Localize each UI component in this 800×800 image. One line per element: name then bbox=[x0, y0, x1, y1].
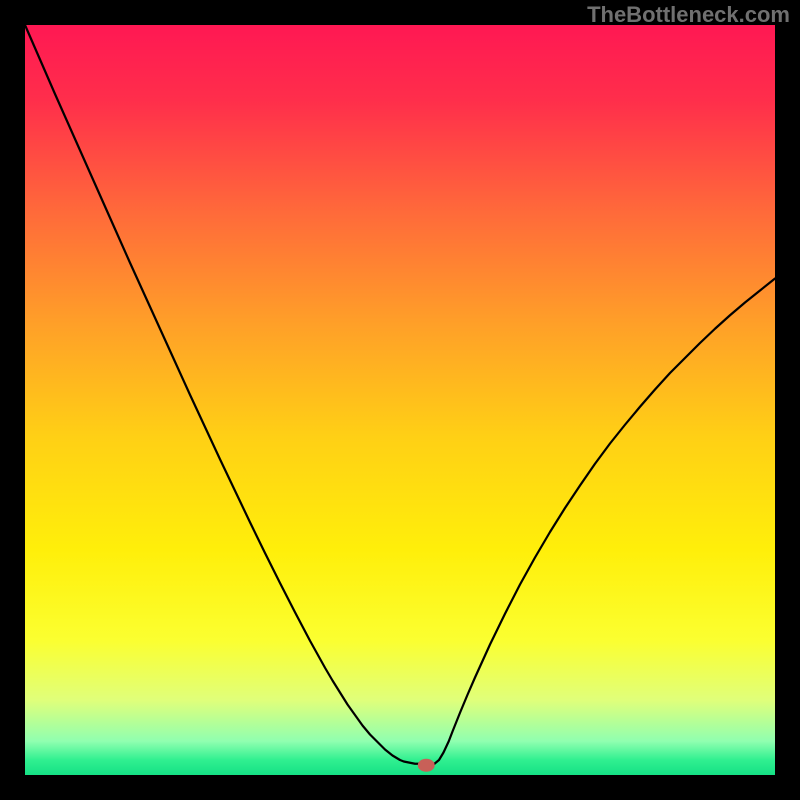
bottleneck-chart bbox=[0, 0, 800, 800]
plot-background bbox=[25, 25, 775, 775]
chart-container: { "watermark": "TheBottleneck.com", "cha… bbox=[0, 0, 800, 800]
watermark-text: TheBottleneck.com bbox=[587, 2, 790, 28]
optimum-marker bbox=[418, 759, 434, 771]
